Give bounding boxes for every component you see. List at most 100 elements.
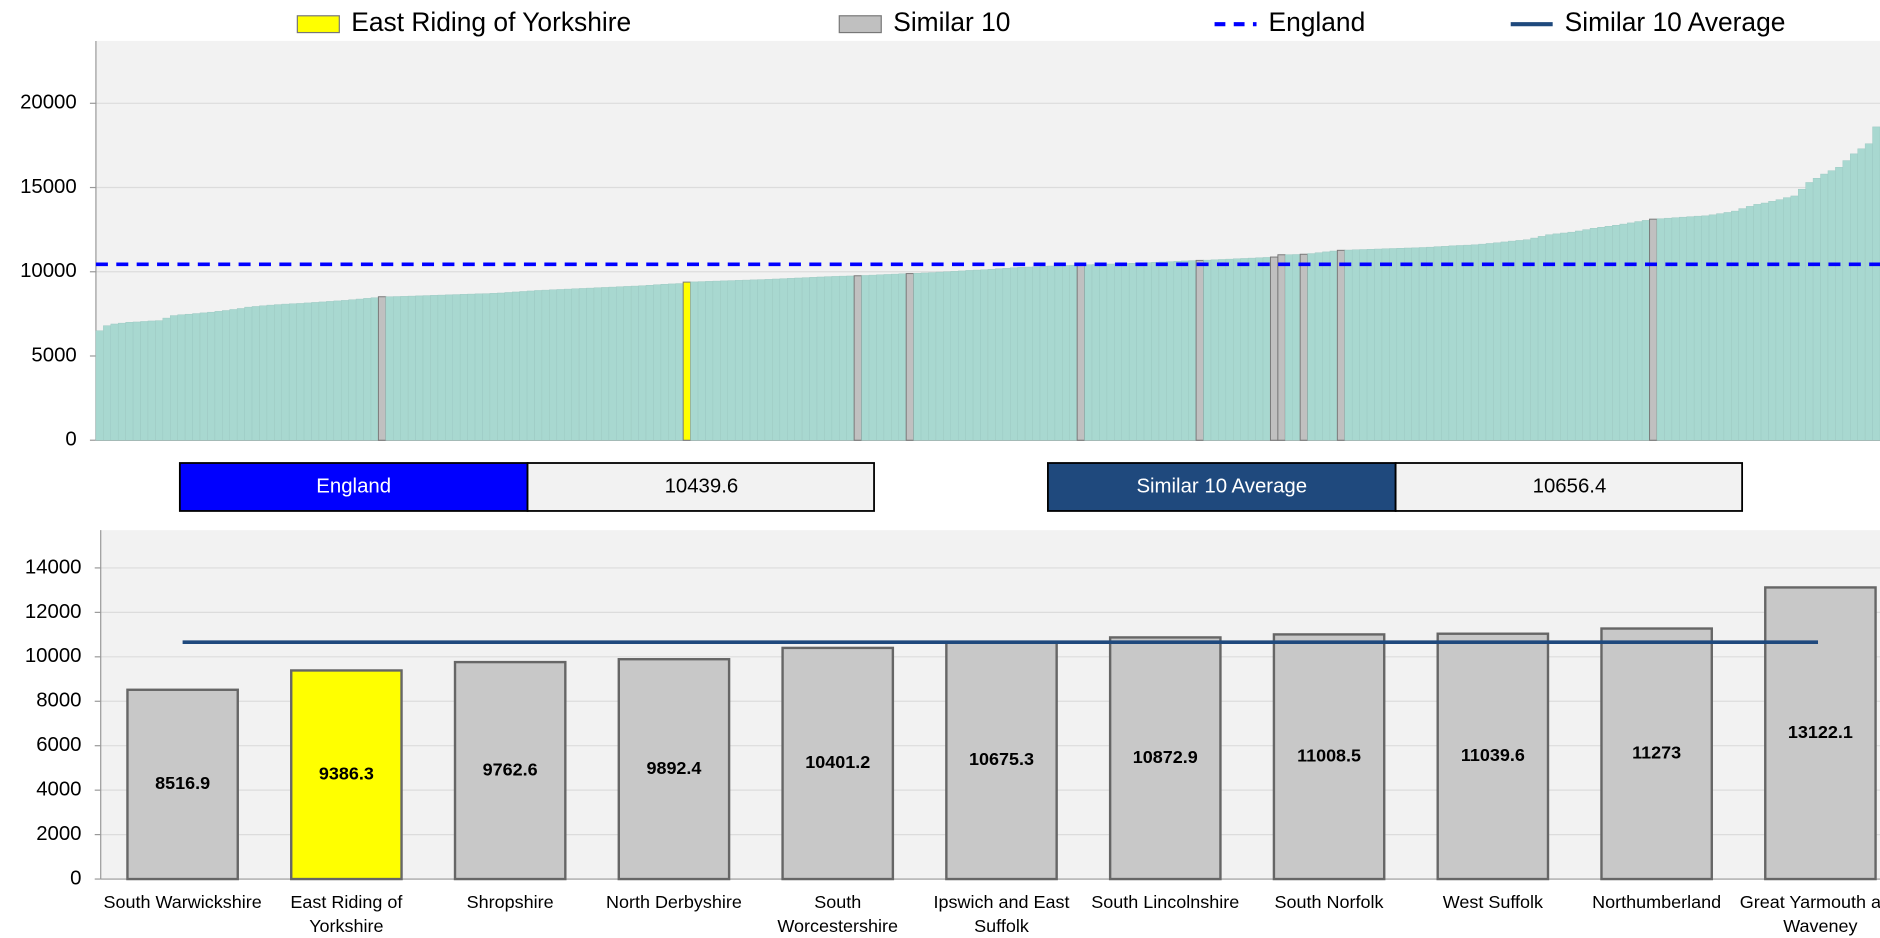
bar — [675, 283, 684, 441]
x-tick-label-box: South Lincolnshire — [1091, 892, 1239, 912]
bar — [1686, 216, 1695, 441]
bar — [995, 268, 1004, 441]
bar — [1344, 249, 1353, 441]
bar — [1269, 256, 1279, 441]
bar — [1827, 170, 1836, 441]
summary-value-box — [526, 462, 875, 512]
bar — [1842, 160, 1851, 441]
bar — [1188, 260, 1197, 441]
bar — [303, 302, 312, 441]
x-tick-label: Ipswich and East Suffolk — [933, 892, 1070, 937]
bar — [727, 280, 736, 441]
bar — [1671, 217, 1680, 441]
bar — [1210, 259, 1219, 441]
x-tick-label: South Worcestershire — [777, 892, 899, 937]
bar — [1203, 259, 1212, 441]
bar — [578, 288, 587, 441]
bar — [571, 288, 580, 441]
value-label: 9386.3 — [319, 764, 374, 784]
bar — [1500, 241, 1509, 441]
bar — [1768, 201, 1777, 441]
bar — [1032, 266, 1041, 441]
bar — [1515, 240, 1524, 441]
bar — [764, 279, 773, 441]
value-label: 10872.9 — [1133, 747, 1198, 767]
bar — [1195, 259, 1205, 441]
summary-label-box — [1047, 462, 1397, 512]
bar — [846, 275, 855, 441]
bar — [534, 290, 543, 441]
bar — [586, 287, 595, 441]
bar — [913, 273, 922, 441]
legend-label: East Riding of Yorkshire — [351, 7, 631, 37]
bar — [110, 323, 119, 441]
bar — [749, 279, 758, 441]
bar — [266, 304, 275, 441]
bar — [928, 272, 937, 441]
bar — [385, 296, 394, 441]
bar — [1329, 250, 1338, 441]
summary-value: 10439.6 — [665, 475, 739, 497]
bar — [690, 281, 699, 441]
bar — [1589, 228, 1598, 441]
bar — [125, 322, 134, 441]
bar — [504, 292, 513, 441]
bar — [1404, 247, 1412, 441]
bar — [616, 286, 624, 441]
bar — [1679, 216, 1687, 441]
bar — [668, 283, 676, 441]
bar — [905, 273, 915, 441]
bar — [1433, 246, 1442, 441]
bar — [794, 277, 803, 441]
bar — [192, 313, 201, 441]
bar — [1634, 221, 1643, 441]
bar — [1857, 148, 1866, 441]
bar — [1010, 267, 1018, 441]
x-tick-label-box: East Riding of Yorkshire — [290, 892, 402, 936]
bar — [437, 294, 446, 441]
bar — [1708, 214, 1717, 441]
bar — [1418, 247, 1427, 441]
bar — [950, 271, 959, 441]
bar — [1173, 261, 1182, 441]
bar — [1314, 252, 1323, 441]
bar — [1664, 217, 1673, 441]
x-tick-label-box: North Derbyshire — [606, 892, 742, 912]
bar — [1240, 258, 1249, 441]
bar — [1374, 248, 1383, 441]
x-tick-label-box: South Norfolk — [1275, 892, 1384, 912]
bar — [824, 276, 833, 441]
bar — [95, 330, 104, 441]
bar — [1389, 248, 1398, 441]
bar — [1426, 246, 1435, 441]
bar — [705, 281, 714, 441]
bar — [1805, 182, 1814, 441]
bar — [1627, 222, 1635, 441]
bar — [1285, 254, 1293, 441]
bar — [1835, 167, 1844, 441]
bar — [682, 281, 692, 441]
bar — [348, 299, 357, 441]
bar — [177, 314, 186, 441]
bar — [987, 268, 996, 441]
legend-label: England — [1269, 7, 1366, 37]
bar — [1062, 265, 1070, 441]
bar — [1649, 218, 1658, 441]
bar — [1166, 261, 1175, 441]
bar — [184, 313, 193, 441]
bar — [853, 275, 863, 441]
y-tick-label: 2000 — [36, 823, 81, 845]
bar — [1760, 202, 1769, 441]
bar — [868, 274, 877, 441]
bar — [601, 287, 610, 441]
bar — [1381, 248, 1390, 441]
bar — [617, 658, 731, 881]
bar — [1797, 188, 1806, 441]
y-tick-label: 6000 — [36, 734, 81, 756]
summary-label: England — [316, 475, 391, 497]
legend-swatch — [296, 15, 340, 34]
bar — [355, 298, 364, 441]
legend-swatch — [838, 15, 882, 34]
y-tick-label: 0 — [65, 429, 76, 451]
